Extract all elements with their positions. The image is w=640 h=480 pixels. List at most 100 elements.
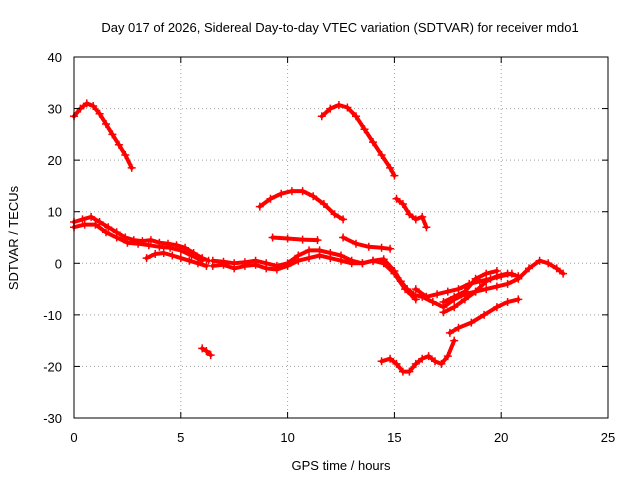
data-point-plus <box>87 212 96 221</box>
data-point-plus <box>482 277 491 286</box>
data-point-plus <box>187 251 196 260</box>
data-point-plus <box>240 261 249 270</box>
data-point-plus <box>392 359 401 368</box>
data-point-plus <box>503 279 512 288</box>
data-point-plus <box>144 241 153 250</box>
data-point-plus <box>422 223 431 232</box>
data-point-plus <box>104 223 113 232</box>
data-point-plus <box>377 151 386 159</box>
data-point-plus <box>450 292 459 301</box>
data-point-plus <box>339 233 348 242</box>
data-point-plus <box>166 243 175 252</box>
data-point-plus <box>159 249 168 257</box>
data-point-plus <box>514 272 523 281</box>
data-point-plus <box>193 259 202 268</box>
data-point-plus <box>439 298 448 306</box>
data-point-plus <box>450 303 459 312</box>
y-tick-label: -10 <box>43 308 62 323</box>
data-point-plus <box>294 256 303 265</box>
data-point-plus <box>317 112 326 121</box>
data-point-plus <box>492 303 501 312</box>
data-point-plus <box>390 171 399 180</box>
data-point-plus <box>398 200 407 208</box>
series-arc-evening-c <box>439 269 523 317</box>
data-point-plus <box>268 233 277 242</box>
data-point-plus <box>283 234 292 243</box>
data-point-plus <box>305 254 313 263</box>
data-point-plus <box>428 298 437 306</box>
data-point-plus <box>298 187 307 196</box>
data-point-plus <box>369 138 377 147</box>
series-arc-midday-high <box>317 101 399 180</box>
data-point-plus <box>386 244 395 253</box>
data-point-plus <box>377 243 386 252</box>
data-point-plus <box>198 344 207 353</box>
series-line <box>257 189 346 222</box>
data-point-plus <box>379 259 388 268</box>
data-point-plus <box>108 130 117 139</box>
series-line <box>72 101 134 170</box>
data-point-plus <box>364 242 373 251</box>
x-tick-label: 5 <box>177 430 184 445</box>
series-line <box>409 258 566 310</box>
data-point-plus <box>431 357 439 366</box>
series-arc-morning-b <box>70 220 207 265</box>
series-arc-morning-a <box>70 212 213 265</box>
x-tick-label: 0 <box>70 430 77 445</box>
data-point-plus <box>330 210 339 219</box>
data-point-plus <box>151 250 160 258</box>
data-point-plus <box>112 233 121 242</box>
data-point-plus <box>503 269 512 278</box>
data-point-plus <box>411 359 420 368</box>
y-tick-label: 30 <box>48 102 62 117</box>
data-point-plus <box>326 254 335 263</box>
x-tick-label: 10 <box>280 430 294 445</box>
data-point-plus <box>454 323 463 332</box>
data-point-plus <box>544 259 553 268</box>
data-point-plus <box>176 246 185 255</box>
data-point-plus <box>95 109 104 118</box>
data-point-plus <box>418 212 427 221</box>
data-point-plus <box>439 308 448 317</box>
data-point-plus <box>460 295 469 304</box>
data-point-plus <box>255 202 264 211</box>
data-point-plus <box>127 163 136 172</box>
data-point-plus <box>91 220 100 229</box>
data-point-plus <box>123 238 132 247</box>
x-tick-label: 15 <box>387 430 401 445</box>
data-point-plus <box>287 187 296 196</box>
data-point-plus <box>305 246 313 255</box>
y-tick-label: 20 <box>48 153 62 168</box>
data-point-plus <box>445 328 454 337</box>
y-tick-label: 0 <box>55 256 62 271</box>
data-point-plus <box>251 260 260 269</box>
series-line <box>379 338 457 374</box>
series-arc-night-low <box>377 336 459 376</box>
data-point-plus <box>411 285 420 294</box>
data-point-plus <box>352 239 360 248</box>
x-axis-label: GPS time / hours <box>292 458 391 473</box>
data-point-plus <box>471 274 480 283</box>
series-arc-evening-d <box>439 267 501 306</box>
data-point-plus <box>219 260 228 269</box>
series-arc-near-5 <box>268 233 322 245</box>
chart-title: Day 017 of 2026, Sidereal Day-to-day VTE… <box>101 20 578 35</box>
data-series-group <box>70 99 568 376</box>
series-arc-morning-c <box>142 249 211 270</box>
data-point-plus <box>535 256 544 265</box>
data-point-plus <box>319 200 328 208</box>
data-point-plus <box>454 285 463 294</box>
data-point-plus <box>467 318 476 327</box>
data-point-plus <box>343 103 352 112</box>
data-point-plus <box>480 310 489 319</box>
data-point-plus <box>392 194 401 203</box>
data-point-plus <box>309 192 318 201</box>
series-arc-evening-e <box>445 295 523 337</box>
y-tick-label: -30 <box>43 411 62 426</box>
grid <box>74 57 608 418</box>
series-arc-evening-a <box>407 256 568 312</box>
data-point-plus <box>298 235 307 244</box>
data-point-plus <box>418 354 427 363</box>
data-point-plus <box>134 239 143 248</box>
